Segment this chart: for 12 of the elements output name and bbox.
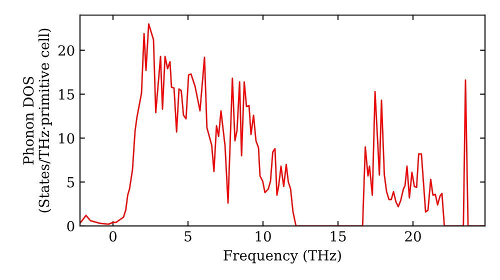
- x-tick-label: 20: [405, 231, 421, 242]
- y-tick-label: 15: [59, 89, 74, 100]
- y-axis-title: Phonon DOS (States/THz·primitive cell): [22, 28, 52, 212]
- x-tick-label: 5: [184, 231, 192, 242]
- y-tick-label: 0: [67, 220, 74, 232]
- x-axis-title: Frequency (THz): [224, 250, 341, 264]
- x-tick-label: 10: [256, 231, 271, 242]
- y-tick-label: 5: [67, 177, 74, 188]
- y-tick-label: 20: [58, 45, 74, 56]
- x-tick-label: 15: [330, 231, 346, 242]
- x-tick-label: 0: [109, 231, 116, 242]
- y-tick-label: 10: [59, 133, 74, 144]
